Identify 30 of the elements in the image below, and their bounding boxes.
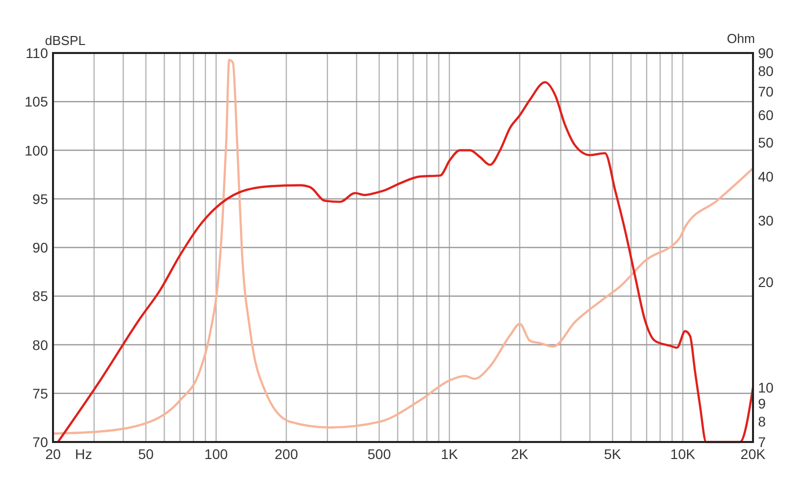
y2-tick-label: 75 xyxy=(32,385,48,402)
x-tick-label: 50 xyxy=(138,446,154,462)
y2-tick-label: 105 xyxy=(24,94,48,110)
y-axis-title: Ohm xyxy=(726,31,755,46)
y-tick-label: 9 xyxy=(758,396,766,412)
y-tick-label: 90 xyxy=(758,45,774,61)
y2-tick-label: 100 xyxy=(24,142,48,158)
y-tick-label: 70 xyxy=(758,83,774,100)
y2-tick-label: 80 xyxy=(32,336,48,353)
x-tick-label: 5K xyxy=(604,446,622,462)
y2-tick-label: 110 xyxy=(26,45,48,61)
y-tick-label: 80 xyxy=(758,62,774,79)
y2-tick-label: 95 xyxy=(32,190,48,207)
x-axis-title: Hz xyxy=(75,446,92,462)
x-tick-label: 100 xyxy=(204,446,228,462)
y2-tick-label: 85 xyxy=(32,288,48,304)
y-tick-label: 30 xyxy=(758,212,774,228)
x-tick-label: 10K xyxy=(670,446,696,462)
y2-axis-title: dBSPL xyxy=(45,33,86,48)
x-tick-label: 2K xyxy=(511,446,529,462)
y-tick-label: 60 xyxy=(758,106,774,123)
y-tick-label: 20 xyxy=(758,274,774,290)
x-tick-label: 200 xyxy=(274,446,298,462)
x-tick-label: 1K xyxy=(440,446,459,462)
y-tick-label: 10 xyxy=(758,380,774,396)
x-tick-label: 500 xyxy=(368,446,392,462)
y2-tick-label: 90 xyxy=(32,240,48,256)
y-tick-label: 50 xyxy=(758,134,774,151)
y-tick-label: 40 xyxy=(758,168,774,185)
y-tick-label: 8 xyxy=(758,414,766,430)
